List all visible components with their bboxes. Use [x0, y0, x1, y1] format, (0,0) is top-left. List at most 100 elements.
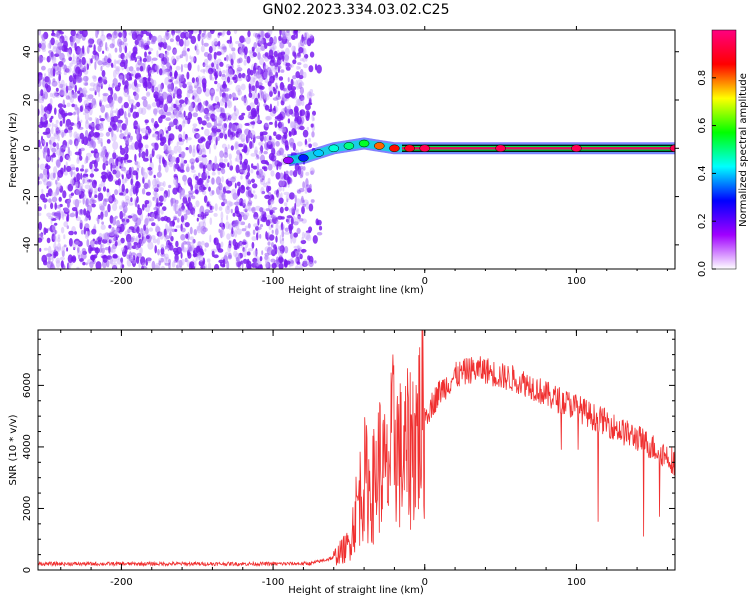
noise-speck — [38, 54, 42, 64]
noise-speck — [196, 79, 199, 87]
noise-speck — [273, 244, 277, 250]
noise-speck — [207, 164, 211, 169]
noise-speck — [152, 79, 157, 87]
noise-speck — [211, 124, 217, 129]
noise-speck — [139, 142, 142, 151]
noise-speck — [38, 139, 41, 148]
noise-speck — [185, 166, 190, 173]
noise-speck — [236, 212, 241, 218]
noise-speck — [48, 50, 53, 54]
noise-speck — [110, 247, 116, 253]
noise-speck — [58, 81, 61, 89]
noise-speck — [54, 125, 59, 132]
noise-speck — [90, 58, 93, 64]
noise-speck — [224, 185, 230, 190]
noise-speck — [61, 246, 66, 255]
noise-speck — [138, 262, 141, 269]
noise-speck — [124, 195, 130, 201]
noise-speck — [144, 218, 149, 226]
noise-speck — [196, 144, 201, 153]
noise-speck — [189, 241, 195, 245]
noise-speck — [91, 98, 97, 106]
noise-speck — [237, 87, 241, 96]
noise-speck — [91, 203, 96, 208]
noise-speck — [49, 224, 56, 233]
noise-speck — [55, 182, 62, 190]
noise-speck — [243, 246, 247, 252]
noise-speck — [172, 58, 177, 66]
noise-speck — [59, 185, 64, 193]
noise-speck — [188, 144, 193, 154]
noise-speck — [94, 187, 98, 194]
noise-speck — [93, 168, 99, 172]
noise-speck — [203, 52, 209, 57]
noise-speck — [268, 49, 274, 58]
noise-speck — [123, 74, 130, 79]
noise-speck — [218, 228, 221, 233]
noise-speck — [167, 72, 170, 77]
noise-speck — [221, 73, 226, 78]
noise-speck — [195, 256, 198, 262]
noise-speck — [236, 257, 239, 262]
noise-speck — [274, 120, 278, 128]
noise-speck — [77, 90, 81, 94]
noise-speck — [220, 229, 223, 239]
noise-speck — [97, 139, 102, 145]
noise-speck — [193, 210, 196, 217]
noise-speck — [274, 65, 278, 70]
noise-speck — [112, 64, 117, 69]
noise-speck — [89, 261, 94, 269]
noise-speck — [57, 127, 61, 136]
noise-speck — [286, 33, 292, 42]
noise-speck — [85, 120, 90, 130]
noise-speck — [129, 135, 133, 141]
noise-speck — [51, 238, 56, 242]
noise-speck — [247, 30, 251, 38]
noise-speck — [156, 237, 160, 245]
noise-speck — [260, 45, 266, 51]
noise-speck — [54, 202, 57, 210]
noise-speck — [159, 137, 165, 141]
noise-speck — [225, 54, 229, 62]
noise-speck — [211, 177, 215, 185]
noise-speck — [206, 104, 210, 109]
colorbar-tick-label: 0.6 — [697, 118, 708, 134]
noise-speck — [54, 246, 60, 250]
noise-speck — [54, 92, 60, 97]
noise-speck — [209, 205, 213, 211]
noise-speck — [109, 43, 115, 49]
noise-speck — [137, 83, 142, 88]
noise-speck — [278, 76, 284, 81]
trace-point — [298, 154, 309, 162]
noise-speck — [173, 106, 176, 114]
noise-speck — [48, 198, 52, 203]
noise-speck — [111, 164, 117, 169]
noise-speck — [98, 203, 103, 209]
noise-speck — [193, 56, 197, 64]
noise-speck — [108, 87, 112, 91]
noise-speck — [228, 117, 232, 122]
noise-speck — [279, 206, 284, 214]
noise-speck — [297, 98, 302, 107]
noise-speck — [201, 148, 207, 156]
noise-speck — [164, 52, 168, 57]
noise-speck — [230, 73, 233, 81]
noise-speck — [143, 40, 147, 46]
noise-speck — [249, 69, 254, 76]
noise-speck — [175, 104, 181, 111]
noise-speck — [75, 35, 81, 44]
noise-speck — [286, 198, 289, 203]
noise-speck — [276, 259, 280, 265]
noise-speck — [129, 139, 133, 143]
noise-speck — [186, 163, 190, 173]
noise-speck — [140, 256, 146, 266]
noise-speck — [275, 222, 279, 232]
noise-speck — [166, 44, 169, 51]
x-tick-label: 0 — [422, 577, 428, 588]
noise-speck — [88, 124, 93, 130]
noise-speck — [220, 218, 224, 227]
noise-speck — [176, 88, 182, 97]
noise-speck — [141, 167, 146, 177]
noise-speck — [214, 72, 218, 81]
noise-speck — [72, 53, 75, 62]
